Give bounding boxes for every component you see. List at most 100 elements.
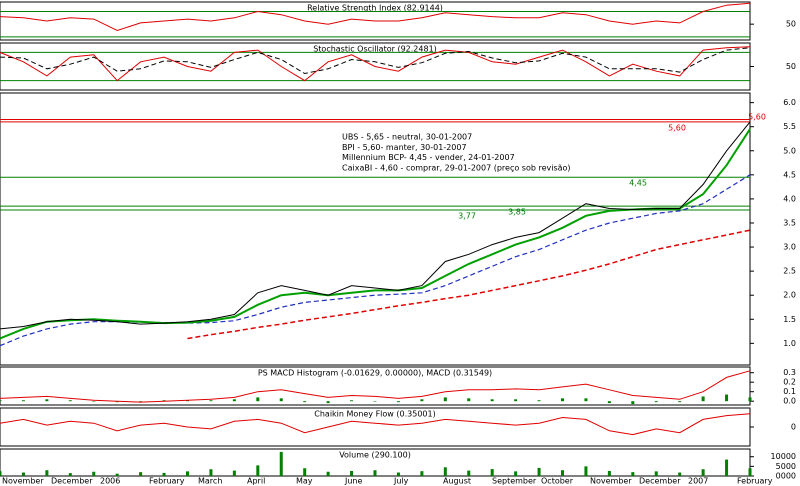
bar: [654, 401, 658, 403]
bar: [326, 401, 330, 404]
bar: [209, 469, 213, 476]
level-label: 3,85: [508, 208, 526, 217]
bar: [45, 470, 49, 476]
x-tick-label: October: [541, 477, 574, 486]
bar: [678, 472, 682, 476]
bar: [561, 470, 564, 476]
bar: [373, 470, 377, 476]
bar: [209, 400, 213, 402]
bar: [326, 471, 330, 476]
level-label: 4,45: [629, 179, 647, 188]
bar: [68, 400, 72, 402]
bar: [514, 399, 518, 402]
bar: [584, 398, 588, 402]
bar: [490, 399, 494, 402]
series-line: [0, 47, 751, 75]
y-tick-label: 4.5: [783, 170, 796, 179]
panel-title: Chaikin Money Flow (0.35001): [314, 410, 435, 419]
level-label: 5,60: [668, 123, 686, 132]
x-tick-label: 2007: [688, 477, 708, 486]
x-tick-label: July: [393, 477, 409, 486]
y-tick-label: 2.5: [783, 267, 796, 276]
note: CaixaBI - 4,60 - comprar, 29-01-2007 (pr…: [342, 163, 571, 172]
bar: [256, 397, 260, 402]
series-line: [0, 128, 751, 340]
bar: [678, 401, 682, 403]
bar: [303, 468, 307, 476]
y-tick-label: 3.5: [783, 218, 796, 227]
y-tick-label: 0000: [776, 472, 796, 481]
y-tick-label: 50: [786, 20, 796, 29]
bar: [279, 451, 283, 476]
series-line: [0, 46, 751, 82]
y-tick-label: 2.0: [783, 291, 796, 300]
x-tick-label: June: [344, 477, 363, 486]
bar: [396, 472, 400, 476]
bar: [725, 394, 729, 402]
x-tick-label: November: [590, 477, 632, 486]
y-tick-label: 5000: [776, 462, 796, 471]
x-tick-label: August: [443, 477, 471, 486]
bar: [490, 469, 494, 476]
x-tick-label: December: [639, 477, 681, 486]
panel-frame: [0, 1, 751, 41]
x-tick-label: March: [198, 477, 222, 486]
bar: [607, 470, 611, 476]
bar: [232, 399, 236, 402]
x-tick-label: 2006: [100, 477, 120, 486]
bar: [748, 397, 752, 402]
x-tick-label: September: [492, 477, 537, 486]
bar: [303, 401, 307, 403]
bar: [561, 398, 564, 402]
bar: [350, 400, 354, 402]
panel-frame: [0, 92, 751, 366]
y-tick-label: 1.5: [783, 315, 796, 324]
bar: [443, 397, 447, 402]
series-line: [0, 2, 751, 32]
bar: [45, 399, 49, 402]
bar: [607, 401, 611, 404]
bar: [186, 471, 189, 476]
note: Millennium BCP- 4,45 - vender, 24-01-200…: [342, 153, 515, 162]
y-tick-label: 5.0: [783, 146, 796, 155]
y-tick-label: 6.0: [783, 98, 796, 107]
panel-frame: [0, 366, 751, 406]
bar: [631, 401, 635, 405]
bar: [0, 471, 2, 476]
series-line: [187, 229, 751, 340]
bar: [21, 472, 25, 476]
bar: [443, 467, 447, 476]
bar: [396, 401, 400, 403]
bar: [748, 468, 752, 476]
bar: [467, 398, 471, 402]
bar: [467, 470, 471, 476]
bar: [92, 401, 96, 402]
x-tick-label: November: [2, 477, 44, 486]
panel-title: Relative Strength Index (82.9144): [307, 4, 443, 13]
bar: [21, 400, 25, 402]
note: UBS - 5,65 - neutral, 30-01-2007: [342, 133, 472, 142]
bar: [279, 398, 283, 402]
y-tick-label: 0.2: [783, 378, 796, 387]
y-tick-label: 3.0: [783, 243, 796, 252]
y-tick-label: 10000: [771, 452, 796, 461]
bar: [584, 466, 588, 476]
x-tick-label: December: [51, 477, 93, 486]
x-tick-label: February: [149, 477, 185, 486]
bar: [256, 465, 260, 476]
series-line: [0, 370, 751, 403]
y-tick-label: 0.0: [783, 397, 796, 406]
bar: [350, 470, 354, 476]
bar: [139, 472, 143, 476]
series-line: [0, 413, 751, 436]
annotation: 5,60: [748, 112, 766, 121]
bar: [701, 396, 705, 402]
bar: [115, 473, 119, 476]
bar: [631, 472, 635, 476]
bar: [373, 401, 377, 402]
x-tick-label: April: [247, 477, 265, 486]
bar: [92, 471, 96, 476]
bar: [654, 471, 658, 476]
y-tick-label: 0: [791, 423, 796, 432]
